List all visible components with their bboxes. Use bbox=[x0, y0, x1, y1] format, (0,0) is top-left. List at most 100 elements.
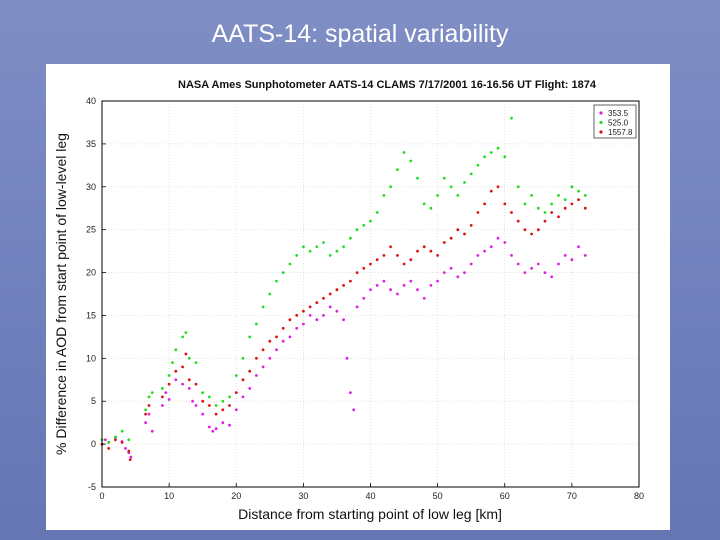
data-point bbox=[174, 378, 178, 382]
data-point bbox=[422, 296, 426, 300]
data-point bbox=[248, 335, 252, 339]
data-point bbox=[164, 391, 168, 394]
x-ticks: 0 10 20 30 40 50 60 70 80 bbox=[99, 483, 644, 501]
data-point bbox=[416, 288, 419, 292]
data-point bbox=[281, 339, 285, 343]
data-point bbox=[234, 391, 238, 394]
data-point bbox=[255, 356, 258, 360]
data-point bbox=[328, 254, 332, 257]
data-point bbox=[114, 438, 117, 442]
data-point bbox=[543, 211, 547, 214]
x-tick-label: 40 bbox=[365, 491, 375, 501]
data-point bbox=[187, 378, 191, 382]
data-point bbox=[503, 241, 507, 244]
data-point bbox=[248, 387, 252, 390]
y-tick-label: 35 bbox=[86, 139, 96, 149]
y-tick-label: 15 bbox=[86, 310, 96, 320]
data-point bbox=[570, 202, 574, 206]
data-point bbox=[241, 378, 245, 382]
data-point bbox=[530, 266, 533, 270]
data-point bbox=[295, 326, 299, 330]
data-point bbox=[345, 356, 349, 360]
data-point bbox=[496, 236, 500, 240]
data-point bbox=[150, 429, 154, 433]
data-point bbox=[261, 305, 265, 309]
data-point bbox=[583, 254, 587, 257]
data-point bbox=[255, 374, 258, 377]
data-point bbox=[308, 249, 312, 253]
data-point bbox=[563, 254, 567, 257]
x-tick-label: 50 bbox=[433, 491, 443, 501]
y-tick-label: 5 bbox=[91, 396, 96, 406]
data-point bbox=[288, 335, 292, 339]
data-point bbox=[261, 365, 265, 369]
data-point bbox=[161, 395, 164, 399]
data-point bbox=[429, 284, 433, 287]
legend-label: 1557.8 bbox=[608, 128, 633, 137]
data-point bbox=[275, 279, 278, 283]
data-point bbox=[402, 262, 406, 266]
data-point bbox=[416, 249, 419, 253]
data-point bbox=[295, 314, 299, 317]
data-point bbox=[322, 241, 325, 244]
data-point bbox=[184, 352, 188, 356]
data-point bbox=[530, 194, 533, 197]
y-tick-label: 40 bbox=[86, 96, 96, 106]
data-point bbox=[456, 228, 460, 232]
data-point bbox=[396, 254, 399, 257]
y-tick-label: 0 bbox=[91, 439, 96, 449]
data-point bbox=[201, 391, 205, 394]
data-point bbox=[342, 318, 345, 322]
data-point bbox=[577, 245, 580, 249]
data-point bbox=[362, 296, 366, 300]
data-point bbox=[409, 279, 413, 283]
data-point bbox=[328, 305, 332, 309]
data-point bbox=[409, 258, 413, 262]
data-point bbox=[422, 202, 426, 206]
data-point bbox=[523, 271, 527, 274]
data-point bbox=[375, 284, 379, 287]
data-point bbox=[221, 399, 225, 403]
data-point bbox=[382, 254, 386, 257]
data-point bbox=[255, 322, 258, 326]
legend-marker bbox=[599, 120, 603, 125]
legend-label: 525.0 bbox=[608, 119, 629, 128]
data-point bbox=[523, 202, 527, 206]
data-point bbox=[543, 271, 547, 274]
x-tick-label: 30 bbox=[298, 491, 308, 501]
y-tick-label: 25 bbox=[86, 225, 96, 235]
y-tick-label: 20 bbox=[86, 268, 96, 278]
data-point bbox=[201, 412, 205, 416]
data-point bbox=[456, 194, 460, 197]
data-point bbox=[483, 155, 486, 159]
data-point bbox=[516, 219, 520, 223]
data-point bbox=[181, 335, 185, 339]
data-point bbox=[442, 176, 446, 180]
data-point bbox=[362, 224, 366, 227]
data-point bbox=[308, 305, 312, 309]
data-point bbox=[302, 309, 305, 313]
data-point bbox=[167, 374, 171, 377]
data-point bbox=[174, 348, 178, 352]
data-point bbox=[147, 404, 151, 407]
data-point bbox=[315, 318, 319, 322]
series-1 bbox=[100, 116, 587, 444]
data-point bbox=[261, 348, 265, 352]
data-point bbox=[288, 318, 292, 322]
data-point bbox=[315, 301, 319, 304]
data-point bbox=[496, 146, 500, 150]
data-point bbox=[161, 404, 164, 407]
data-point bbox=[281, 271, 285, 274]
data-point bbox=[489, 151, 493, 154]
data-point bbox=[194, 382, 198, 386]
data-point bbox=[171, 361, 174, 364]
data-point bbox=[563, 206, 567, 210]
y-tick-label: -5 bbox=[88, 482, 96, 492]
data-point bbox=[543, 219, 547, 223]
data-point bbox=[375, 258, 379, 262]
data-point bbox=[510, 211, 513, 214]
data-point bbox=[342, 245, 345, 249]
data-point bbox=[563, 198, 567, 202]
data-point bbox=[352, 408, 356, 412]
data-point bbox=[187, 387, 191, 390]
